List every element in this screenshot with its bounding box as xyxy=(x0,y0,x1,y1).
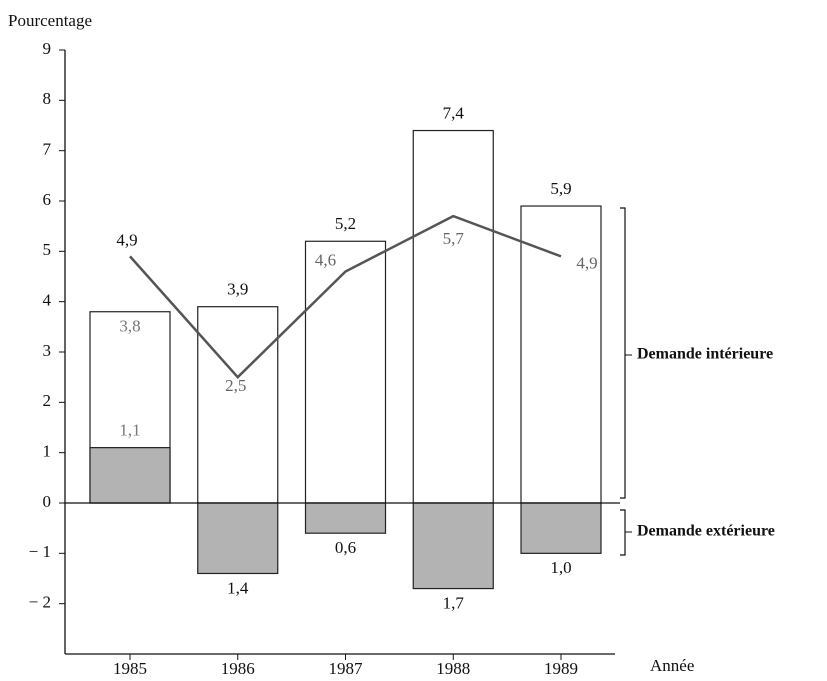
line-value-label: 4,9 xyxy=(576,253,597,272)
x-axis-label: Année xyxy=(650,656,694,675)
bracket-external xyxy=(620,509,626,556)
bar-value-label: 1,0 xyxy=(550,558,571,577)
external-bar xyxy=(304,502,387,534)
bar-value-label: 7,4 xyxy=(443,103,465,122)
y-tick-label: 2 xyxy=(43,391,52,410)
line-value-label: 5,7 xyxy=(443,229,465,248)
bar-value-label: 3,8 xyxy=(119,317,140,336)
y-tick-label: 0 xyxy=(43,492,52,511)
bar-value-label: 5,2 xyxy=(335,214,356,233)
y-tick-label: − 1 xyxy=(29,542,51,561)
line-value-label: 4,6 xyxy=(315,250,336,269)
x-tick-label: 1986 xyxy=(221,659,255,678)
y-tick-label: 1 xyxy=(43,442,52,461)
bar-value-label: 1,4 xyxy=(227,578,249,597)
x-tick-label: 1985 xyxy=(113,659,147,678)
y-tick-label: 9 xyxy=(43,39,52,58)
domestic-bar xyxy=(197,306,279,504)
y-tick-label: 7 xyxy=(43,140,52,159)
line-value-label: 2,5 xyxy=(225,376,246,395)
annotation: Demande intérieure xyxy=(637,346,773,363)
bracket-domestic xyxy=(620,207,626,499)
bar-value-label: 1,1 xyxy=(119,421,140,440)
external-bar xyxy=(520,502,602,554)
y-tick-label: − 2 xyxy=(29,593,51,612)
y-tick-label: 3 xyxy=(43,341,52,360)
external-bar xyxy=(412,502,494,590)
y-axis-label: Pourcentage xyxy=(8,11,92,30)
line xyxy=(129,214,562,379)
x-tick-label: 1988 xyxy=(436,659,470,678)
external-bar xyxy=(197,502,279,575)
y-tick-label: 5 xyxy=(43,240,52,259)
bar-value-label: 0,6 xyxy=(335,538,356,557)
line-value-label: 4,9 xyxy=(116,230,137,249)
x-tick-label: 1989 xyxy=(544,659,578,678)
external-bar xyxy=(89,447,171,504)
bar-value-label: 5,9 xyxy=(550,179,571,198)
annotation: Demande extérieure xyxy=(637,523,775,540)
y-tick-label: 6 xyxy=(43,190,52,209)
y-tick-label: 8 xyxy=(43,89,52,108)
x-tick-label: 1987 xyxy=(329,659,364,678)
bar-value-label: 1,7 xyxy=(443,593,465,612)
domestic-bar xyxy=(304,240,387,504)
domestic-bar xyxy=(412,129,494,504)
bar-value-label: 3,9 xyxy=(227,280,248,299)
domestic-bar xyxy=(520,205,602,504)
y-tick-label: 4 xyxy=(43,291,52,310)
